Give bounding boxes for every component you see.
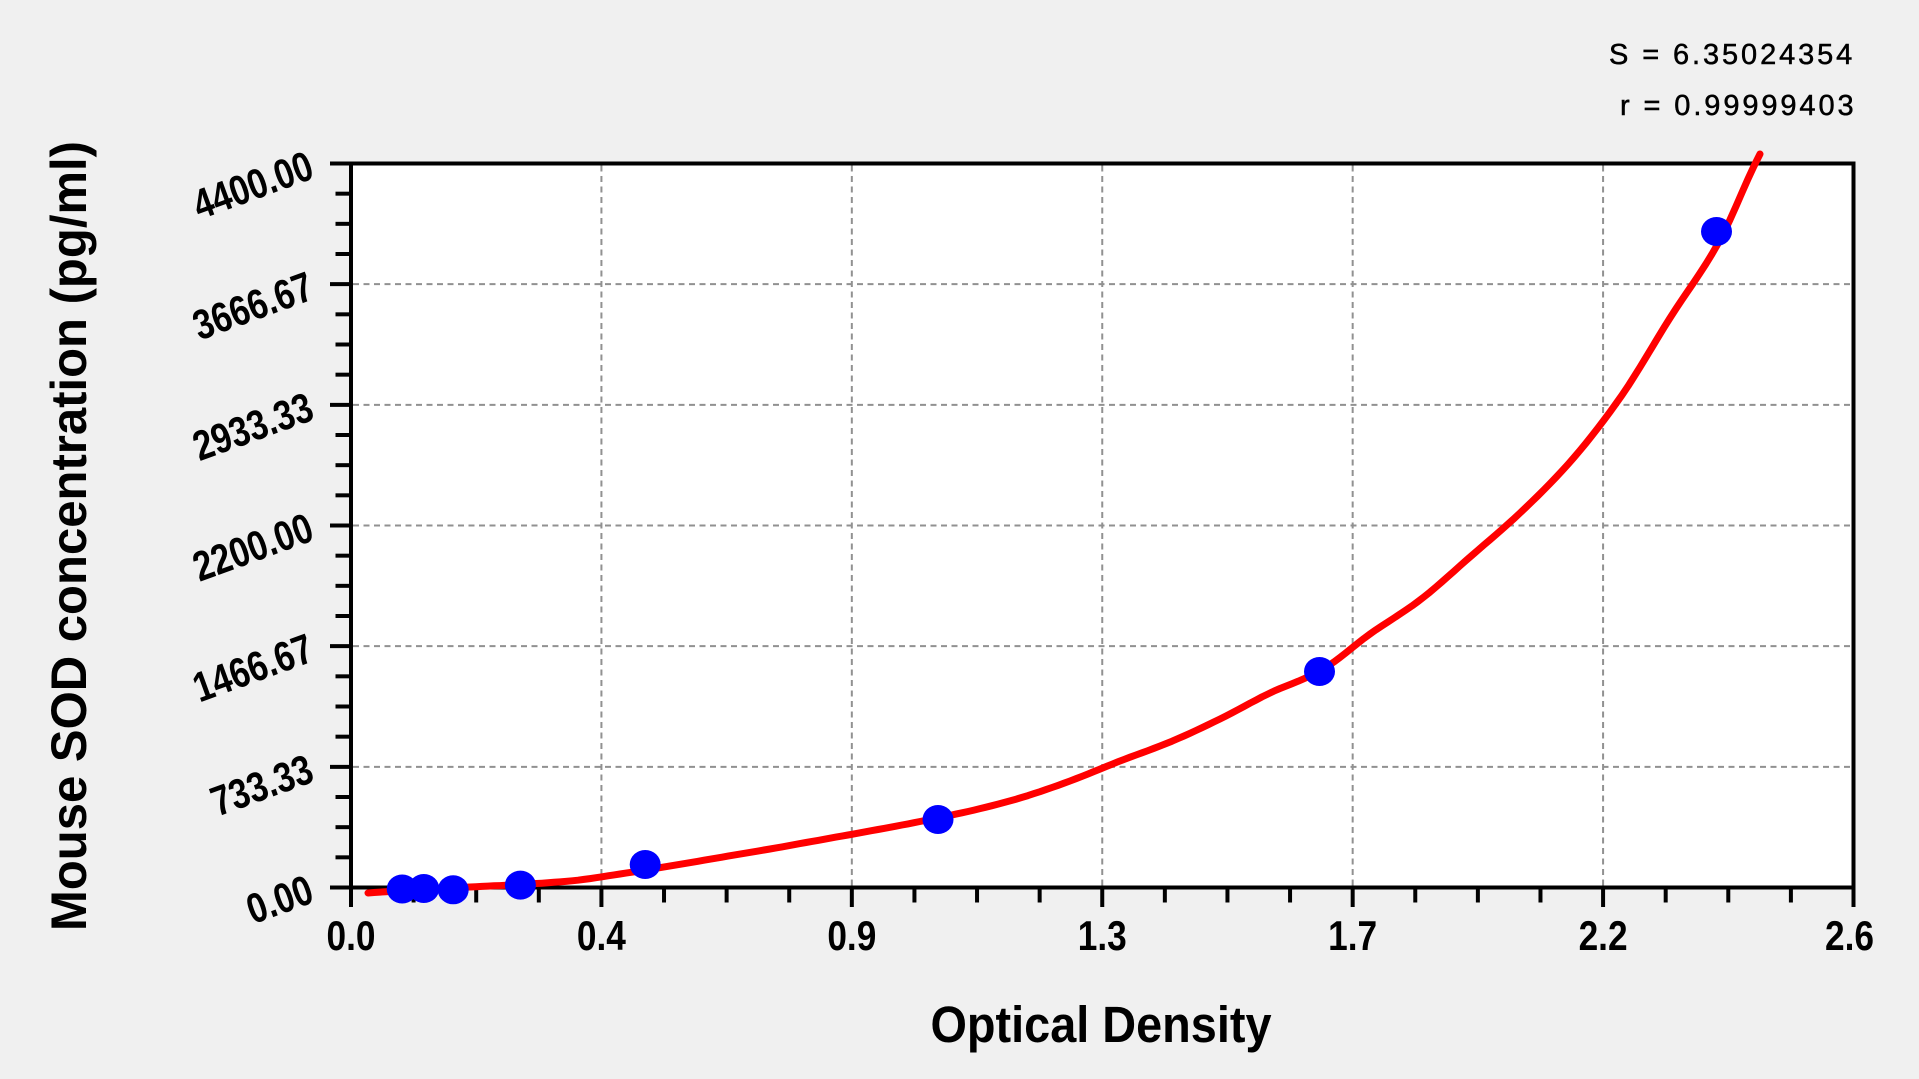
svg-text:r = 0.99999403: r = 0.99999403 — [1620, 90, 1857, 122]
svg-text:1.7: 1.7 — [1328, 912, 1377, 959]
svg-text:2.2: 2.2 — [1579, 912, 1628, 959]
svg-text:Mouse SOD concentration (pg/ml: Mouse SOD concentration (pg/ml) — [41, 141, 97, 931]
svg-text:0.4: 0.4 — [577, 912, 627, 959]
svg-text:2.6: 2.6 — [1825, 912, 1874, 959]
svg-text:S = 6.35024354: S = 6.35024354 — [1609, 39, 1855, 71]
svg-text:1.3: 1.3 — [1078, 912, 1127, 959]
svg-text:Optical Density: Optical Density — [931, 996, 1273, 1053]
svg-text:0.0: 0.0 — [327, 912, 376, 959]
svg-text:0.9: 0.9 — [827, 912, 876, 959]
